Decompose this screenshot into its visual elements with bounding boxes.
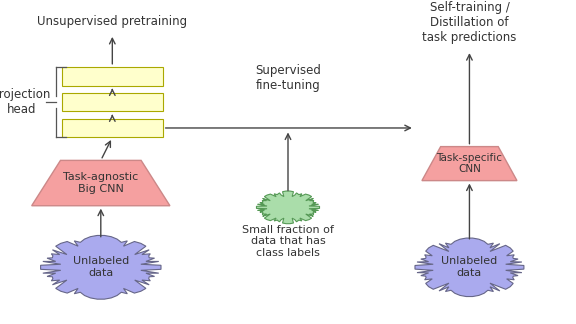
Text: Task-agnostic
Big CNN: Task-agnostic Big CNN bbox=[63, 172, 138, 194]
Bar bbox=[62, 67, 162, 86]
Polygon shape bbox=[32, 160, 170, 206]
Polygon shape bbox=[422, 147, 517, 181]
Text: Projection
head: Projection head bbox=[0, 88, 51, 116]
Bar bbox=[62, 119, 162, 137]
Text: Task-specific
CNN: Task-specific CNN bbox=[437, 153, 502, 174]
Text: Unlabeled
data: Unlabeled data bbox=[73, 257, 129, 278]
Polygon shape bbox=[256, 191, 320, 224]
Bar bbox=[62, 93, 162, 111]
Polygon shape bbox=[415, 238, 524, 296]
Text: Self-training /
Distillation of
task predictions: Self-training / Distillation of task pre… bbox=[422, 1, 517, 44]
Polygon shape bbox=[40, 236, 161, 299]
Text: Supervised
fine-tuning: Supervised fine-tuning bbox=[255, 64, 321, 92]
Text: Unsupervised pretraining: Unsupervised pretraining bbox=[37, 15, 187, 28]
Text: Small fraction of
data that has
class labels: Small fraction of data that has class la… bbox=[242, 225, 334, 258]
Text: Unlabeled
data: Unlabeled data bbox=[441, 257, 498, 278]
